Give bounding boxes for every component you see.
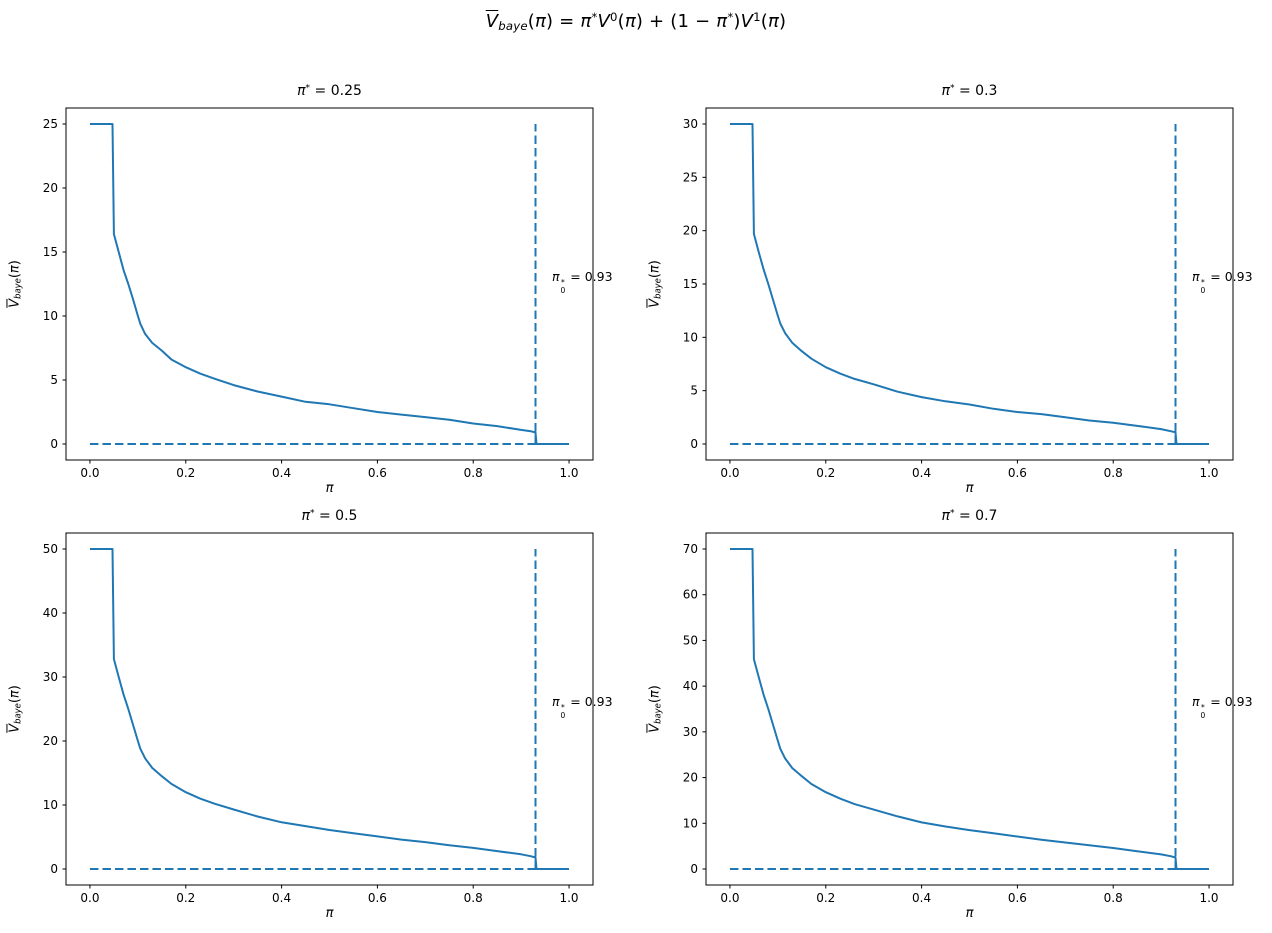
x-tick-label: 0.4 — [912, 466, 931, 480]
y-tick-label: 0 — [690, 437, 698, 451]
x-axis-label: π — [965, 906, 974, 921]
annotation-pi0-star: π * 0 = 0.93 — [1192, 694, 1253, 720]
x-tick-label: 0.8 — [464, 466, 483, 480]
figure-suptitle: Vbaye(π) = π*V0(π) + (1 − π*)V1(π) — [485, 10, 787, 33]
y-tick-label: 70 — [683, 542, 698, 556]
y-tick-label: 30 — [683, 725, 698, 739]
x-tick-label: 0.6 — [1008, 891, 1027, 905]
axes-frame — [65, 107, 594, 461]
x-tick-label: 0.8 — [464, 891, 483, 905]
x-tick-label: 1.0 — [1199, 466, 1218, 480]
x-tick-label: 0.0 — [720, 466, 739, 480]
subplot-pi-star-0.3: π* = 0.3 Vbaye(π) 0.0 0.2 0.4 0.6 0.8 1.0 0 5 10… — [640, 60, 1272, 508]
x-tick-label: 0.6 — [368, 891, 387, 905]
y-tick-label: 25 — [43, 117, 58, 131]
y-tick-label: 5 — [690, 384, 698, 398]
annotation-pi0-star: π * 0 = 0.93 — [552, 269, 613, 295]
x-tick-label: 0.0 — [720, 891, 739, 905]
y-tick-label: 0 — [50, 862, 58, 876]
x-tick-label: 0.2 — [816, 466, 835, 480]
value-curve — [730, 548, 1209, 870]
axes-frame — [65, 532, 594, 886]
plot-area: 0.0 0.2 0.4 0.6 0.8 1.0 0 10 20 30 40 50 60 70 — [683, 532, 1234, 905]
subplot-title: π* = 0.25 — [297, 83, 362, 99]
y-tick-label: 60 — [683, 588, 698, 602]
subplot-title: π* = 0.5 — [301, 508, 358, 524]
y-tick-label: 15 — [683, 277, 698, 291]
y-tick-label: 0 — [690, 862, 698, 876]
x-axis-label: π — [965, 481, 974, 496]
subplot-pi-star-0.7: π* = 0.7 Vbaye(π) 0.0 0.2 0.4 0.6 0.8 1.0 0 10 2… — [640, 485, 1272, 933]
x-tick-label: 0.6 — [368, 466, 387, 480]
y-tick-label: 15 — [43, 245, 58, 259]
y-tick-label: 20 — [683, 224, 698, 238]
x-tick-label: 0.0 — [80, 466, 99, 480]
value-curve — [90, 548, 569, 870]
x-tick-label: 0.2 — [176, 891, 195, 905]
y-tick-label: 50 — [683, 633, 698, 647]
subplot-title: π* = 0.3 — [941, 83, 998, 99]
y-tick-label: 50 — [43, 542, 58, 556]
x-axis-label: π — [325, 906, 334, 921]
subplot-pi-star-0.25: π* = 0.25 Vbaye(π) 0.0 0.2 0.4 0.6 0.8 1.0 0 5 1… — [0, 60, 636, 508]
subplot-pi-star-0.5: π* = 0.5 Vbaye(π) 0.0 0.2 0.4 0.6 0.8 1.0 0 10 2… — [0, 485, 636, 933]
x-tick-label: 0.4 — [272, 466, 291, 480]
y-tick-label: 20 — [43, 181, 58, 195]
plot-area: 0.0 0.2 0.4 0.6 0.8 1.0 0 10 20 30 40 50 — [43, 532, 594, 905]
x-tick-label: 0.4 — [912, 891, 931, 905]
plot-area: 0.0 0.2 0.4 0.6 0.8 1.0 0 5 10 15 20 25 — [43, 107, 594, 480]
y-tick-label: 40 — [683, 679, 698, 693]
plot-area: 0.0 0.2 0.4 0.6 0.8 1.0 0 5 10 15 20 25 30 — [683, 107, 1234, 480]
x-tick-label: 1.0 — [1199, 891, 1218, 905]
annotation-pi0-star: π * 0 = 0.93 — [1192, 269, 1253, 295]
x-axis-label: π — [325, 481, 334, 496]
x-tick-label: 1.0 — [559, 466, 578, 480]
axes-frame — [705, 532, 1234, 886]
x-tick-label: 0.6 — [1008, 466, 1027, 480]
y-tick-label: 20 — [43, 734, 58, 748]
x-tick-label: 0.2 — [176, 466, 195, 480]
y-tick-label: 25 — [683, 170, 698, 184]
x-tick-label: 0.8 — [1104, 891, 1123, 905]
subplot-title: π* = 0.7 — [941, 508, 998, 524]
y-tick-label: 10 — [43, 798, 58, 812]
y-tick-label: 0 — [50, 437, 58, 451]
x-tick-label: 0.8 — [1104, 466, 1123, 480]
value-curve — [730, 123, 1209, 445]
y-tick-label: 30 — [683, 117, 698, 131]
value-curve — [90, 123, 569, 445]
y-tick-label: 40 — [43, 606, 58, 620]
y-tick-label: 20 — [683, 771, 698, 785]
axes-frame — [705, 107, 1234, 461]
y-tick-label: 10 — [683, 330, 698, 344]
annotation-pi0-star: π * 0 = 0.93 — [552, 694, 613, 720]
y-tick-label: 30 — [43, 670, 58, 684]
y-tick-label: 5 — [50, 373, 58, 387]
x-tick-label: 0.0 — [80, 891, 99, 905]
x-tick-label: 0.4 — [272, 891, 291, 905]
x-tick-label: 1.0 — [559, 891, 578, 905]
y-tick-label: 10 — [683, 816, 698, 830]
y-tick-label: 10 — [43, 309, 58, 323]
x-tick-label: 0.2 — [816, 891, 835, 905]
